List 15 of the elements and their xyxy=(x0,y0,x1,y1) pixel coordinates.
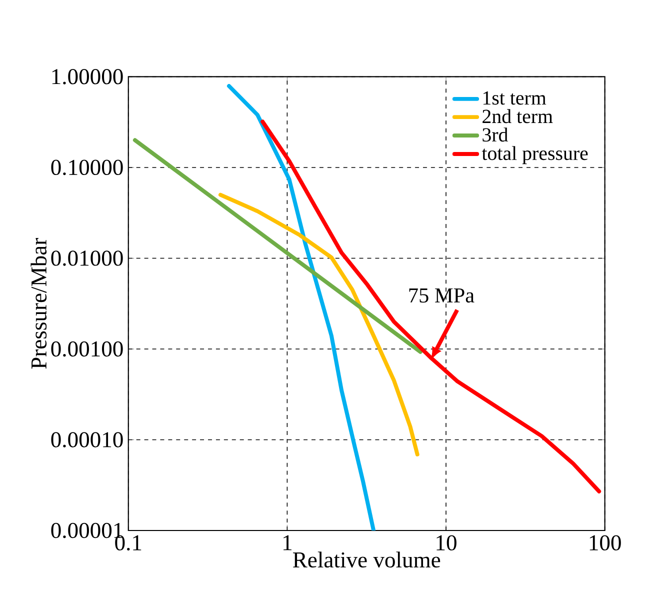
legend-label: total pressure xyxy=(482,146,588,164)
legend-label: 1st term xyxy=(483,91,546,105)
x-axis-title: Relative volume xyxy=(293,552,440,568)
y-tick-label: 0.01000 xyxy=(51,250,123,266)
y-tick-label: 0.00010 xyxy=(51,432,123,448)
annotation: 75 MPa xyxy=(409,288,474,302)
y-tick-label: 1.00000 xyxy=(52,68,123,84)
y-tick-label: 0.10000 xyxy=(51,160,123,176)
y-tick-label: 0.00100 xyxy=(51,341,123,357)
x-tick-label: 10 xyxy=(436,535,456,550)
x-tick-label: 1 xyxy=(284,535,292,550)
legend-label: 2nd term xyxy=(482,109,553,124)
x-tick-label: 100 xyxy=(590,535,621,550)
legend-label: 3rd xyxy=(482,127,508,142)
y-axis-title: Pressure/Mbar xyxy=(30,238,47,369)
